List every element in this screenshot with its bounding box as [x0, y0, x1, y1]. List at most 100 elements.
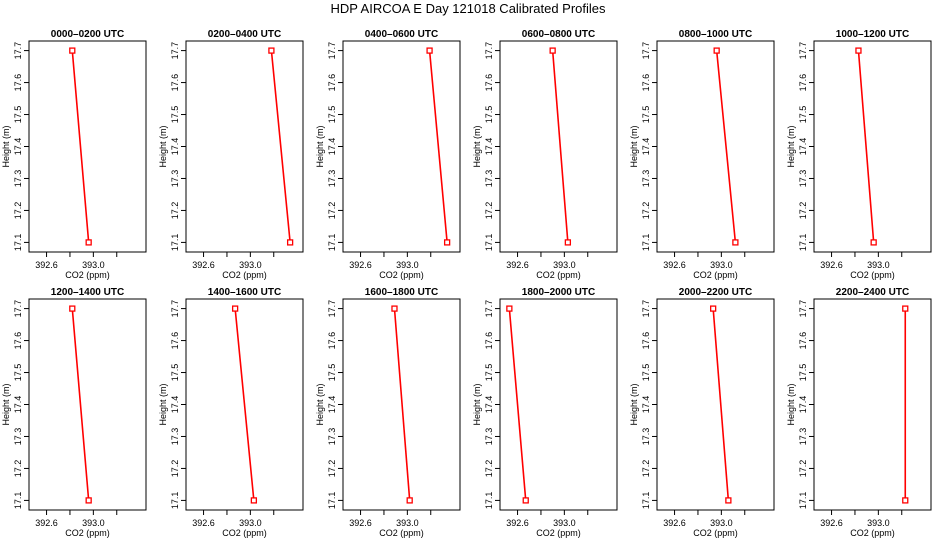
y-tick-label: 17.5 [327, 106, 337, 124]
y-tick-label: 17.4 [327, 396, 337, 414]
y-tick-label: 17.4 [327, 138, 337, 156]
y-tick-label: 17.4 [13, 396, 23, 414]
y-tick-label: 17.6 [641, 332, 651, 350]
y-tick-label: 17.3 [13, 170, 23, 188]
x-tick-label: 393.0 [82, 260, 105, 270]
data-point [268, 47, 275, 54]
data-point [406, 497, 413, 504]
y-tick-label: 17.3 [170, 170, 180, 188]
y-tick-label: 17.3 [170, 428, 180, 446]
profile-line [71, 50, 90, 243]
chart-panel: 1000–1200 UTC 392.6 393.0 17.1 17.2 17.3 17.4 1… [786, 29, 932, 280]
x-tick-label: 392.6 [506, 518, 529, 528]
data-point [549, 47, 556, 54]
y-tick-label: 17.6 [170, 74, 180, 92]
x-axis-label: CO2 (ppm) [693, 528, 738, 538]
x-axis-label: CO2 (ppm) [65, 528, 110, 538]
x-tick-label: 393.0 [867, 260, 890, 270]
data-point [69, 305, 76, 312]
y-tick-label: 17.6 [13, 74, 23, 92]
chart-panel: 0600–0800 UTC 392.6 393.0 17.1 17.2 17.3 17.4 1… [472, 29, 618, 280]
y-tick-label: 17.5 [327, 364, 337, 382]
data-point [710, 305, 717, 312]
y-tick-label: 17.7 [13, 42, 23, 60]
y-tick-label: 17.1 [484, 492, 494, 510]
x-axis-label: CO2 (ppm) [379, 270, 424, 280]
y-tick-label: 17.7 [641, 300, 651, 318]
y-tick-label: 17.6 [327, 332, 337, 350]
y-tick-label: 17.3 [641, 170, 651, 188]
plot-frame [813, 298, 932, 511]
data-point [250, 497, 258, 504]
x-tick-label: 392.6 [820, 260, 843, 270]
profile-line [428, 50, 448, 243]
x-tick-label: 393.0 [867, 518, 890, 528]
x-tick-label: 392.6 [35, 260, 58, 270]
chart-panel: 0200–0400 UTC 392.6 393.0 17.1 17.2 17.3 17.4 1… [158, 29, 304, 280]
y-tick-label: 17.5 [641, 106, 651, 124]
y-tick-label: 17.6 [170, 332, 180, 350]
panel-title: 2000–2200 UTC [679, 287, 752, 298]
y-tick-label: 17.2 [327, 460, 337, 478]
y-axis-label: Height (m) [1, 383, 11, 425]
y-tick-label: 17.4 [13, 138, 23, 156]
y-tick-label: 17.6 [484, 74, 494, 92]
y-tick-label: 17.2 [170, 202, 180, 220]
panel-title: 1400–1600 UTC [208, 287, 281, 298]
y-tick-label: 17.7 [798, 300, 808, 318]
x-tick-label: 392.6 [820, 518, 843, 528]
chart-panel: 1400–1600 UTC 392.6 393.0 17.1 17.2 17.3 17.4 1… [158, 287, 304, 538]
y-axis-label: Height (m) [786, 383, 796, 425]
panel-title: 0800–1000 UTC [679, 29, 752, 40]
y-tick-label: 17.5 [641, 364, 651, 382]
x-tick-label: 393.0 [239, 260, 262, 270]
chart-panel: 0800–1000 UTC 392.6 393.0 17.1 17.2 17.3 17.4 1… [629, 29, 775, 280]
y-tick-label: 17.6 [484, 332, 494, 350]
data-point [85, 239, 92, 246]
chart-panel: 1200–1400 UTC 392.6 393.0 17.1 17.2 17.3 17.4 1… [1, 287, 147, 538]
x-axis-label: CO2 (ppm) [222, 528, 267, 538]
y-tick-label: 17.4 [484, 396, 494, 414]
y-axis-label: Height (m) [158, 383, 168, 425]
y-tick-label: 17.2 [13, 202, 23, 220]
y-tick-label: 17.7 [13, 300, 23, 318]
x-tick-label: 392.6 [349, 518, 372, 528]
y-tick-label: 17.3 [798, 170, 808, 188]
x-tick-label: 392.6 [192, 260, 215, 270]
page-title: HDP AIRCOA E Day 121018 Calibrated Profi… [330, 1, 606, 16]
y-tick-label: 17.1 [13, 234, 23, 252]
y-tick-label: 17.4 [798, 138, 808, 156]
data-point [902, 305, 909, 312]
y-tick-label: 17.5 [13, 364, 23, 382]
y-tick-label: 17.3 [484, 170, 494, 188]
y-tick-label: 17.4 [170, 396, 180, 414]
data-point [286, 239, 294, 246]
x-axis-label: CO2 (ppm) [850, 270, 895, 280]
x-tick-label: 392.6 [349, 260, 372, 270]
y-tick-label: 17.1 [641, 492, 651, 510]
chart-panel: 1800–2000 UTC 392.6 393.0 17.1 17.2 17.3 17.4 1… [472, 287, 618, 538]
x-axis-label: CO2 (ppm) [536, 528, 581, 538]
y-axis-label: Height (m) [629, 383, 639, 425]
y-tick-label: 17.7 [641, 42, 651, 60]
y-tick-label: 17.3 [13, 428, 23, 446]
y-tick-label: 17.2 [641, 202, 651, 220]
plot-frame [185, 40, 304, 253]
y-tick-label: 17.3 [798, 428, 808, 446]
y-axis-label: Height (m) [786, 125, 796, 167]
panel-title: 2200–2400 UTC [836, 287, 909, 298]
x-tick-label: 393.0 [396, 260, 419, 270]
data-point [855, 47, 862, 54]
plot-frame [342, 40, 461, 253]
y-axis-label: Height (m) [1, 125, 11, 167]
y-axis-label: Height (m) [472, 125, 482, 167]
profile-line [234, 308, 255, 501]
y-tick-label: 17.2 [484, 202, 494, 220]
profile-line [715, 50, 737, 243]
y-tick-label: 17.1 [327, 234, 337, 252]
data-point [231, 305, 239, 312]
data-point [564, 239, 572, 246]
y-tick-label: 17.1 [484, 234, 494, 252]
y-tick-label: 17.3 [484, 428, 494, 446]
profile-line [270, 50, 291, 243]
